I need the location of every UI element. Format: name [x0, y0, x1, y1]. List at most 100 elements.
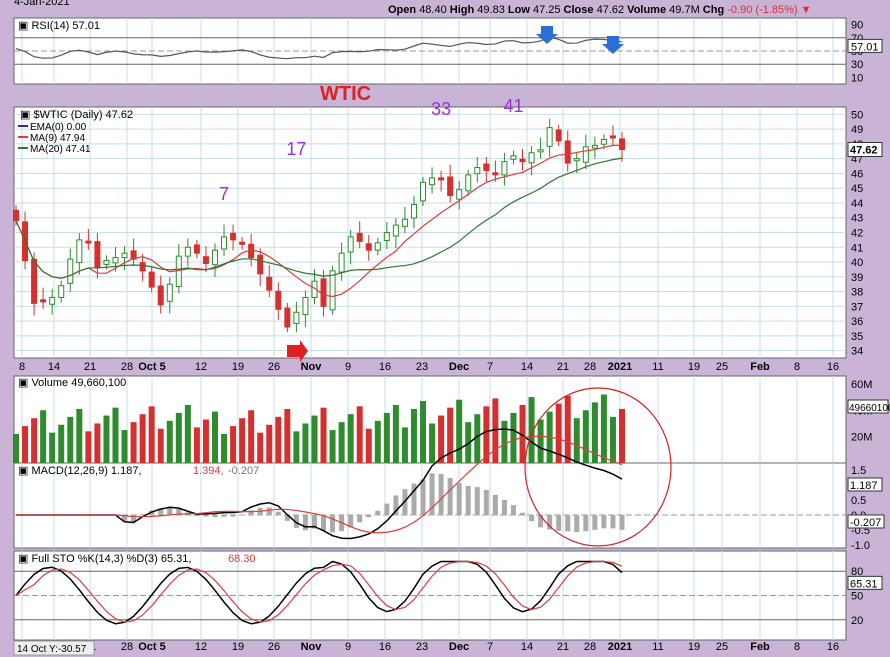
macd-histogram-bar [556, 515, 562, 531]
high-label: High [449, 4, 475, 16]
macd-histogram-bar [176, 508, 182, 516]
volume-bar [338, 422, 345, 463]
macd-histogram-bar [538, 515, 544, 528]
volume-bar [465, 422, 472, 463]
volume-bar [184, 405, 191, 463]
x-tick-label: 26 [268, 361, 280, 373]
sto-badge-text: 65.31 [850, 578, 878, 590]
candle-body [121, 252, 128, 259]
volume-bar [248, 410, 255, 463]
candle-body [619, 138, 625, 151]
volume-label: ▣ Volume 49,660,100 [18, 377, 126, 389]
candle-body [410, 203, 417, 219]
volume-bar [582, 410, 589, 463]
candle-body [320, 278, 327, 307]
macd-histogram-bar [429, 473, 435, 516]
open-label: Open [388, 4, 417, 16]
candle-body [221, 236, 228, 250]
volume-bar [528, 397, 535, 463]
x-tick-label: 28 [584, 361, 596, 373]
macd-histogram-bar [311, 515, 317, 529]
sto-label: ▣ Full STO %K(14,3) %D(3) 65.31, [18, 553, 191, 565]
macd-hist-badge [847, 514, 885, 529]
price-axis-label: 41 [851, 242, 863, 254]
volume-bar [320, 407, 327, 463]
x-tick-label: 28 [121, 641, 133, 653]
candle-body [112, 257, 119, 264]
volume-bar [139, 414, 146, 463]
x-tick-label: 14 [521, 361, 533, 373]
volume-bar [429, 423, 436, 463]
macd-histogram-bar [167, 507, 173, 516]
volume-value: 49.7M [669, 4, 700, 16]
candle-body [67, 258, 74, 284]
price-axis-label: 37 [851, 301, 863, 313]
x-tick-label: 28 [584, 641, 596, 653]
candle-body [266, 276, 273, 291]
candle-body [49, 296, 56, 305]
x-tick-label: 16 [827, 361, 839, 373]
x-tick-label: 12 [195, 641, 207, 653]
macd-histogram-bar [366, 515, 372, 518]
macd-histogram-bar [293, 515, 299, 528]
candle-body [139, 262, 146, 272]
macd-histogram-bar [239, 514, 245, 516]
candle-body [555, 129, 562, 142]
volume-bar [76, 408, 83, 463]
macd-histogram-bar [529, 515, 535, 522]
volume-bar [392, 405, 399, 463]
candle-body [420, 181, 427, 202]
macd-signal-line [16, 435, 623, 534]
macd-histogram-bar [565, 515, 571, 532]
candle-body [184, 246, 191, 257]
ohlc-readout: Open 48.40 High 49.83 Low 47.25 Close 47… [388, 4, 812, 16]
blue-arrow-icon [602, 36, 624, 54]
macd-histogram-bar [420, 479, 426, 516]
candle-body [76, 239, 83, 264]
volume-bar [302, 423, 309, 463]
macd-histogram-bar [510, 505, 516, 516]
x-tick-label: 19 [232, 361, 244, 373]
rsi-axis-label: 90 [851, 20, 863, 32]
x-tick-label: 16 [379, 641, 391, 653]
macd-histogram-bar [357, 515, 363, 523]
macd-histogram-bar [483, 489, 489, 516]
ma20-line [15, 157, 623, 279]
x-tick-label: 23 [416, 361, 428, 373]
candle-body [465, 174, 472, 192]
legend-entry: MA(9) 47.94 [30, 133, 85, 144]
price-axis-label: 44 [851, 198, 863, 210]
price-axis-label: 49 [851, 124, 863, 136]
open-value: 48.40 [419, 4, 447, 16]
x-tick-label: Dec [449, 641, 469, 653]
volume-bar [40, 410, 47, 463]
macd-histogram-bar [131, 515, 137, 522]
volume-bar [501, 420, 508, 463]
candle-body [582, 146, 589, 163]
volume-bar [121, 430, 128, 463]
sto-k-line [15, 560, 623, 625]
wtic-title: WTIC [320, 83, 371, 105]
volume-bar [257, 432, 264, 463]
candle-body [157, 285, 164, 306]
volume-bar [67, 416, 74, 463]
volume-label: Volume [627, 4, 667, 16]
volume-bar [591, 402, 598, 463]
macd-histogram-bar [212, 515, 218, 518]
price-axis-label: 45 [851, 183, 863, 195]
macd-histogram-bar [619, 515, 625, 530]
x-tick-label: 11 [652, 361, 663, 373]
macd-histogram-bar [438, 473, 444, 516]
candle-body [456, 189, 463, 200]
x-tick-label: 28 [121, 361, 133, 373]
legend-entry: MA(20) 47.41 [30, 144, 91, 155]
candle-body [546, 127, 553, 147]
x-tick-label: 8 [794, 641, 800, 653]
macd-histogram-bar [321, 515, 327, 531]
highlight-circle [524, 387, 672, 547]
rsi-axis-label: 30 [851, 59, 863, 71]
volume-bar [519, 405, 526, 463]
candle-body [166, 283, 173, 302]
macd-histogram-bar [221, 515, 227, 517]
header-date: 4-Jan-2021 [14, 0, 70, 8]
